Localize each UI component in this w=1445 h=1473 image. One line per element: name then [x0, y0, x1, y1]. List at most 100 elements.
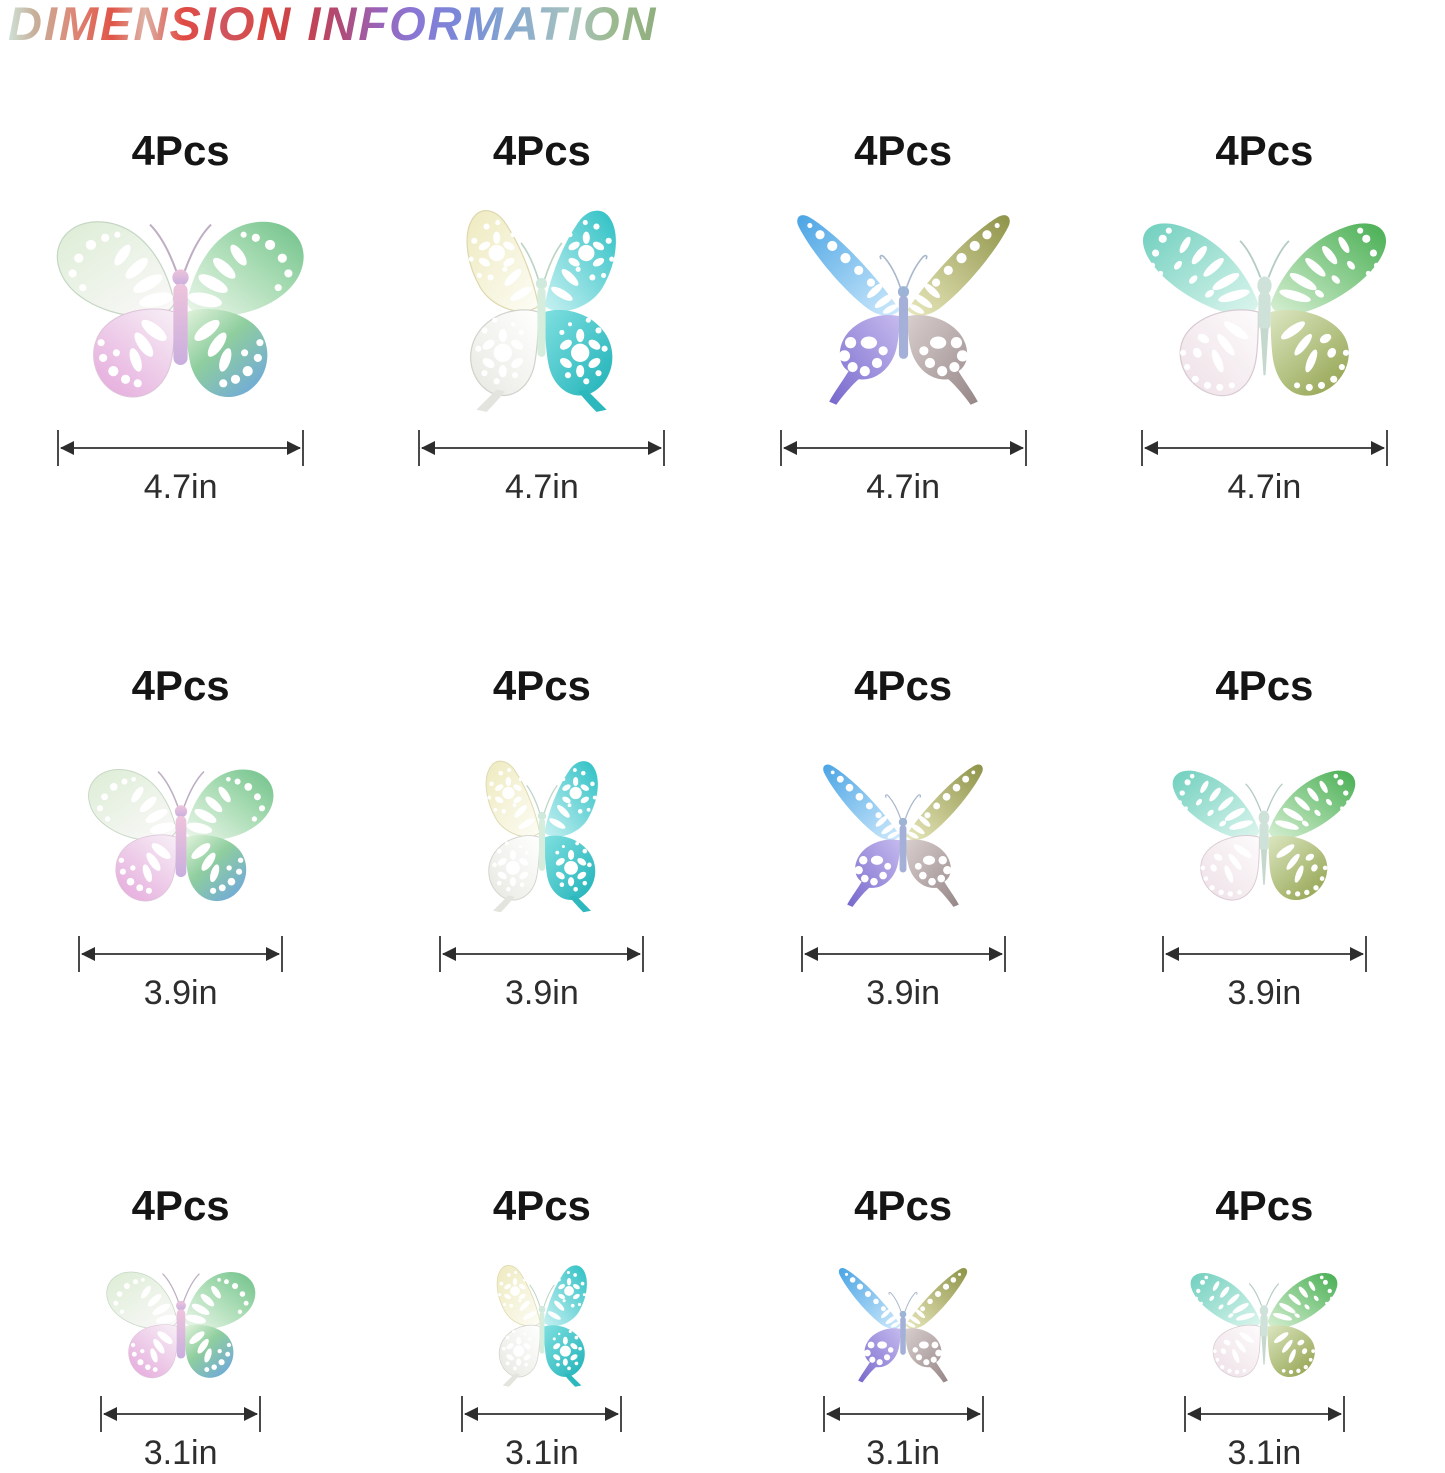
arrow-line [422, 447, 662, 450]
butterfly-monarch-mint-green-image [1178, 1259, 1350, 1388]
dimension-arrow [418, 430, 666, 467]
arrow-right-tick [281, 936, 284, 973]
size-label: 3.1in [1227, 1434, 1302, 1473]
arrow-head-right-icon [966, 1407, 981, 1422]
dimension-arrow [822, 1396, 984, 1433]
size-label: 4.7in [1227, 468, 1302, 507]
grid-cell-r1c2: 4Pcs 4.7in [361, 100, 722, 625]
arrow-head-left-icon [1186, 1407, 1201, 1422]
dimension-arrow [800, 936, 1006, 973]
arrow-line [783, 447, 1023, 450]
arrow-left-tick [1183, 1396, 1186, 1433]
arrow-line [443, 953, 641, 956]
arrow-head-right-icon [605, 1407, 620, 1422]
butterfly-holographic-green-pink-image [38, 200, 323, 414]
arrow-left-tick [57, 430, 60, 467]
arrow-head-right-icon [1349, 947, 1364, 962]
arrow-head-right-icon [1009, 441, 1024, 456]
dimension-arrow [439, 936, 645, 973]
arrow-head-right-icon [627, 947, 642, 962]
arrow-head-left-icon [103, 1407, 118, 1422]
dimension-arrow [100, 1396, 262, 1433]
grid-cell-r2c2: 4Pcs 3.9in [361, 625, 722, 1145]
arrow-head-right-icon [266, 947, 281, 962]
pcs-count-label: 4Pcs [131, 127, 230, 174]
pcs-count-label: 4Pcs [492, 127, 591, 174]
grid-cell-r3c2: 4Pcs 3.1in [361, 1145, 722, 1473]
grid-cell-r2c1: 4Pcs 3.9in [0, 625, 361, 1145]
pcs-count-label: 4Pcs [854, 662, 953, 709]
grid-cell-r1c1: 4Pcs 4.7in [0, 100, 361, 625]
arrow-line [804, 953, 1002, 956]
pcs-count-label: 4Pcs [131, 662, 230, 709]
arrow-head-right-icon [988, 947, 1003, 962]
arrow-left-tick [418, 430, 421, 467]
pcs-count-label: 4Pcs [854, 1182, 953, 1229]
arrow-line [61, 447, 301, 450]
arrow-line [82, 953, 280, 956]
grid-cell-r3c3: 4Pcs 3.1in [723, 1145, 1084, 1473]
grid-cell-r1c4: 4Pcs 4.7in [1084, 100, 1445, 625]
page-title: DIMENSION INFORMATION [8, 0, 658, 51]
arrow-head-left-icon [464, 1407, 479, 1422]
arrow-right-tick [620, 1396, 623, 1433]
arrow-left-tick [461, 1396, 464, 1433]
arrow-line [465, 1413, 619, 1416]
grid-cell-r3c1: 4Pcs 3.1in [0, 1145, 361, 1473]
dimension-arrow [779, 430, 1027, 467]
arrow-head-left-icon [81, 947, 96, 962]
butterfly-swallowtail-blue-gold-purple-image [796, 753, 1010, 914]
grid-cell-r2c4: 4Pcs 3.9in [1084, 625, 1445, 1145]
dimension-arrow [1161, 936, 1367, 973]
butterfly-lace-cream-teal-image [399, 200, 684, 414]
arrow-line [1144, 447, 1384, 450]
butterfly-monarch-mint-green-image [1122, 200, 1407, 414]
grid-cell-r3c4: 4Pcs 3.1in [1084, 1145, 1445, 1473]
size-label: 4.7in [505, 468, 579, 507]
arrow-left-tick [1140, 430, 1143, 467]
arrow-line [1187, 1413, 1341, 1416]
arrow-right-tick [302, 430, 305, 467]
grid-cell-r2c3: 4Pcs 3.9in [723, 625, 1084, 1145]
arrow-right-tick [642, 936, 645, 973]
arrow-line [104, 1413, 258, 1416]
pcs-count-label: 4Pcs [492, 1182, 591, 1229]
arrow-head-right-icon [1370, 441, 1385, 456]
arrow-head-left-icon [1164, 947, 1179, 962]
size-label: 3.9in [866, 974, 940, 1013]
arrow-left-tick [779, 430, 782, 467]
pcs-count-label: 4Pcs [1215, 127, 1314, 174]
pcs-count-label: 4Pcs [854, 127, 953, 174]
size-label: 3.1in [866, 1434, 940, 1473]
butterfly-lace-cream-teal-image [456, 1259, 628, 1388]
arrow-head-left-icon [825, 1407, 840, 1422]
arrow-head-right-icon [244, 1407, 259, 1422]
arrow-left-tick [800, 936, 803, 973]
arrow-line [1165, 953, 1363, 956]
arrow-right-tick [1024, 430, 1027, 467]
dimension-arrow [57, 430, 305, 467]
arrow-right-tick [1364, 936, 1367, 973]
pcs-count-label: 4Pcs [1215, 662, 1314, 709]
size-label: 3.1in [505, 1434, 579, 1473]
arrow-head-right-icon [1327, 1407, 1342, 1422]
arrow-head-left-icon [1143, 441, 1158, 456]
arrow-right-tick [663, 430, 666, 467]
arrow-head-left-icon [803, 947, 818, 962]
pcs-count-label: 4Pcs [492, 662, 591, 709]
butterfly-monarch-mint-green-image [1157, 753, 1371, 914]
butterfly-holographic-green-pink-image [74, 753, 288, 914]
arrow-right-tick [259, 1396, 262, 1433]
dimension-arrow [78, 936, 284, 973]
arrow-left-tick [822, 1396, 825, 1433]
size-label: 3.9in [1227, 974, 1302, 1013]
arrow-right-tick [1003, 936, 1006, 973]
butterfly-swallowtail-blue-gold-purple-image [817, 1259, 989, 1388]
grid-cell-r1c3: 4Pcs 4.7in [723, 100, 1084, 625]
arrow-head-left-icon [782, 441, 797, 456]
butterfly-lace-cream-teal-image [435, 753, 649, 914]
size-label: 3.9in [143, 974, 218, 1013]
size-label: 4.7in [143, 468, 218, 507]
size-label: 3.1in [143, 1434, 218, 1473]
